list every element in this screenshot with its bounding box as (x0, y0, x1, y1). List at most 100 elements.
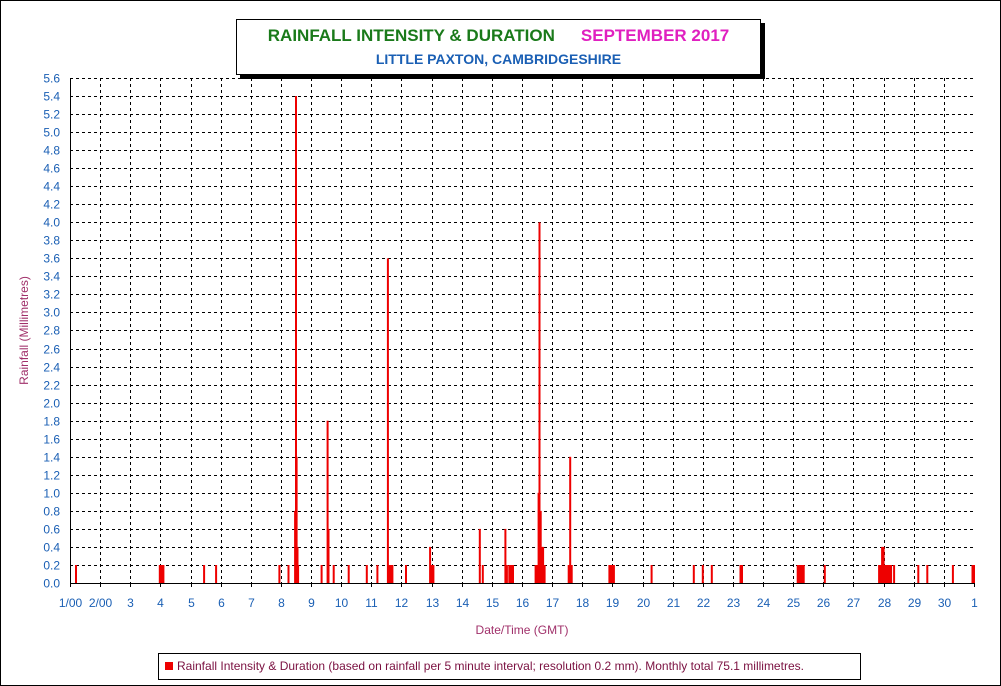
rainfall-bar (542, 546, 545, 583)
rainfall-bar (890, 565, 893, 583)
rainfall-bar (534, 565, 537, 583)
x-tick-label: 13 (426, 596, 440, 610)
x-tick-label: 15 (486, 596, 500, 610)
y-tick-label: 4.8 (43, 144, 60, 158)
x-tick-label: 18 (576, 596, 590, 610)
x-tick-label: 14 (456, 596, 470, 610)
rainfall-bar (567, 565, 570, 583)
x-tick-label: 11 (365, 596, 378, 610)
rainfall-bar (951, 565, 954, 583)
rainfall-bar (508, 565, 511, 583)
y-tick-label: 1.6 (43, 433, 60, 447)
rainfall-bar (882, 546, 885, 583)
y-tick-label: 1.8 (43, 415, 60, 429)
rainfall-bar (327, 528, 330, 583)
y-tick-label: 2.4 (43, 361, 60, 375)
x-tick-label: 1 (971, 596, 978, 610)
rainfall-bar (405, 565, 407, 583)
rainfall-bar (432, 565, 435, 583)
chart-title-main: RAINFALL INTENSITY & DURATION (267, 26, 555, 45)
x-tick-label: 21 (667, 596, 681, 610)
rainfall-bar (295, 456, 298, 584)
chart-title-month: SEPTEMBER 2017 (580, 26, 730, 45)
rainfall-bar (295, 96, 297, 583)
y-tick-label: 2.0 (43, 397, 60, 411)
y-tick-label: 3.8 (43, 234, 60, 248)
y-tick-label: 0.2 (43, 559, 60, 573)
rainfall-bar (162, 565, 165, 583)
y-tick-label: 0.0 (43, 577, 60, 591)
rainfall-bar (710, 565, 713, 583)
x-tick-label: 5 (188, 596, 195, 610)
chart-subtitle: LITTLE PAXTON, CAMBRIDGESHIRE (375, 51, 622, 67)
rainfall-bar (802, 565, 805, 583)
rainfall-bar (386, 258, 389, 583)
y-tick-label: 3.4 (43, 270, 60, 284)
rainfall-bar (389, 565, 392, 583)
rainfall-bar (801, 565, 804, 583)
rainfall-bar (878, 565, 881, 583)
x-tick-label: 8 (278, 596, 285, 610)
rainfall-bar (881, 546, 884, 583)
x-tick-label: 19 (606, 596, 620, 610)
rainfall-bar (739, 565, 742, 583)
rainfall-bar (926, 565, 929, 583)
x-tick-label: 2/00 (89, 596, 113, 610)
rainfall-bar (536, 565, 539, 583)
x-tick-label: 29 (908, 596, 922, 610)
chart-title: RAINFALL INTENSITY & DURATION SEPTEMBER 2… (237, 26, 760, 46)
rainfall-bar (297, 565, 300, 583)
y-tick-label: 5.2 (43, 108, 60, 122)
rainfall-bar (650, 565, 653, 583)
rainfall-bar (917, 565, 920, 583)
legend-text: Rainfall Intensity & Duration (based on … (177, 659, 804, 673)
y-tick-label: 0.8 (43, 505, 60, 519)
x-tick-label: 6 (218, 596, 225, 610)
rainfall-bar (798, 565, 801, 583)
rainfall-bar (893, 565, 896, 583)
rainfall-bar (365, 565, 368, 583)
x-tick-label: 28 (878, 596, 892, 610)
x-tick-label: 20 (637, 596, 651, 610)
x-tick-label: 27 (847, 596, 861, 610)
rainfall-bar (504, 528, 507, 583)
y-tick-label: 2.8 (43, 324, 60, 338)
rainfall-bar (612, 565, 615, 583)
rainfall-bar (971, 565, 974, 583)
legend-swatch (165, 662, 173, 670)
y-tick-label: 2.6 (43, 343, 60, 357)
x-tick-label: 25 (787, 596, 801, 610)
x-tick-label: 22 (697, 596, 711, 610)
rainfall-bar (320, 565, 323, 583)
y-tick-label: 1.2 (43, 469, 60, 483)
x-tick-label: 17 (546, 596, 560, 610)
rainfall-bar (540, 546, 543, 583)
y-tick-label: 3.0 (43, 306, 60, 320)
rainfall-bar (215, 565, 218, 583)
rainfall-bar (570, 565, 573, 583)
x-tick-label: 12 (395, 596, 409, 610)
y-tick-label: 5.6 (43, 72, 60, 86)
y-tick-label: 2.2 (43, 379, 60, 393)
x-tick-label: 3 (127, 596, 134, 610)
x-tick-label: 30 (938, 596, 952, 610)
x-tick-label: 26 (817, 596, 831, 610)
y-tick-label: 4.2 (43, 198, 60, 212)
rainfall-bar (884, 565, 887, 583)
y-tick-label: 4.0 (43, 216, 60, 230)
y-tick-label: 5.4 (43, 90, 60, 104)
x-tick-label: 16 (516, 596, 530, 610)
rainfall-bar (741, 565, 743, 583)
x-tick-label: 1/00 (59, 596, 83, 610)
rainfall-bar (326, 420, 329, 583)
rainfall-bar (799, 565, 802, 583)
y-tick-label: 4.4 (43, 180, 60, 194)
rainfall-bar (429, 546, 432, 583)
y-tick-label: 0.6 (43, 523, 60, 537)
x-tick-label: 9 (308, 596, 315, 610)
rainfall-bar (347, 565, 350, 583)
rainfall-bar (278, 565, 281, 583)
rainfall-bar (287, 565, 290, 583)
rainfall-bar (823, 565, 826, 583)
